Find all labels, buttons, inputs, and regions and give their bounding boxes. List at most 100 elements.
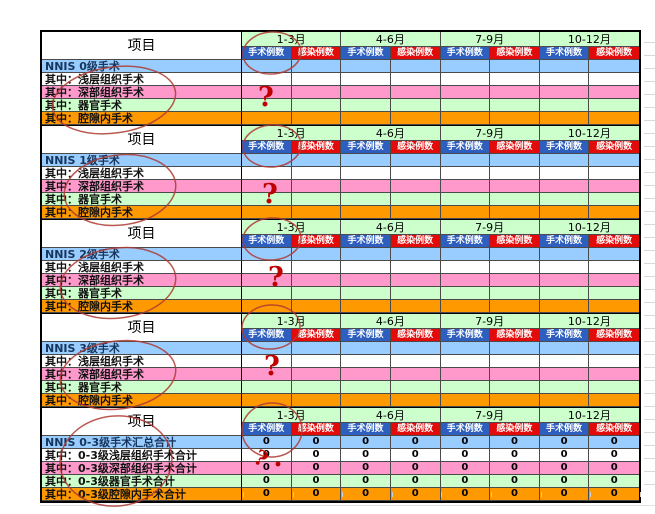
data-cell[interactable]: [291, 355, 342, 368]
data-cell[interactable]: [341, 167, 391, 180]
quarter-header-3[interactable]: 7-9月: [440, 408, 540, 423]
data-cell[interactable]: 0: [440, 449, 491, 462]
data-cell[interactable]: [341, 60, 391, 73]
data-cell[interactable]: [539, 86, 590, 99]
data-cell[interactable]: [589, 261, 639, 274]
data-cell[interactable]: [490, 86, 540, 99]
quarter-header-4[interactable]: 10-12月: [539, 408, 639, 423]
data-cell[interactable]: [490, 206, 540, 219]
data-cell[interactable]: [242, 368, 292, 381]
data-cell[interactable]: [440, 381, 491, 394]
row-label-subcategory[interactable]: 其中：0-3级深部组织手术合计: [42, 462, 242, 475]
project-header-cell[interactable]: 项目: [42, 314, 242, 342]
data-cell[interactable]: [589, 86, 639, 99]
data-cell[interactable]: [589, 99, 639, 112]
data-cell[interactable]: [291, 167, 342, 180]
data-cell[interactable]: [440, 274, 491, 287]
data-cell[interactable]: [440, 86, 491, 99]
infection-count-header[interactable]: 感染例数: [490, 329, 540, 342]
data-cell[interactable]: [589, 206, 639, 219]
data-cell[interactable]: [390, 248, 441, 261]
row-label-title[interactable]: NNIS 2级手术: [42, 248, 242, 261]
row-label-subcategory[interactable]: 其中：腔隙内手术: [42, 112, 242, 125]
data-cell[interactable]: [242, 154, 292, 167]
surgery-count-header[interactable]: 手术例数: [242, 329, 292, 342]
data-cell[interactable]: 0: [291, 475, 342, 488]
surgery-count-header[interactable]: 手术例数: [440, 329, 491, 342]
quarter-header-2[interactable]: 4-6月: [341, 314, 441, 329]
data-cell[interactable]: [440, 206, 491, 219]
row-label-title[interactable]: NNIS 3级手术: [42, 342, 242, 355]
row-label-subcategory[interactable]: 其中：浅层组织手术: [42, 167, 242, 180]
data-cell[interactable]: [390, 206, 441, 219]
row-label-subcategory[interactable]: 其中：器官手术: [42, 287, 242, 300]
surgery-count-header[interactable]: 手术例数: [440, 141, 491, 154]
surgery-count-header[interactable]: 手术例数: [539, 329, 590, 342]
row-label-subcategory[interactable]: 其中：浅层组织手术: [42, 73, 242, 86]
data-cell[interactable]: [291, 112, 342, 125]
data-cell[interactable]: [440, 248, 491, 261]
data-cell[interactable]: [539, 180, 590, 193]
data-cell[interactable]: 0: [490, 436, 540, 449]
data-cell[interactable]: [490, 394, 540, 407]
data-cell[interactable]: [341, 287, 391, 300]
surgery-count-header[interactable]: 手术例数: [539, 235, 590, 248]
quarter-header-4[interactable]: 10-12月: [539, 32, 639, 47]
infection-count-header[interactable]: 感染例数: [291, 235, 342, 248]
data-cell[interactable]: [539, 261, 590, 274]
data-cell[interactable]: [539, 300, 590, 313]
data-cell[interactable]: [291, 368, 342, 381]
row-label-subcategory[interactable]: 其中：器官手术: [42, 99, 242, 112]
data-cell[interactable]: [539, 154, 590, 167]
data-cell[interactable]: 0: [242, 475, 292, 488]
data-cell[interactable]: [390, 154, 441, 167]
data-cell[interactable]: 0: [242, 462, 292, 475]
data-cell[interactable]: 0: [341, 488, 391, 501]
data-cell[interactable]: [490, 193, 540, 206]
infection-count-header[interactable]: 感染例数: [490, 47, 540, 60]
data-cell[interactable]: 0: [291, 436, 342, 449]
data-cell[interactable]: [440, 261, 491, 274]
data-cell[interactable]: 0: [341, 475, 391, 488]
data-cell[interactable]: 0: [390, 475, 441, 488]
data-cell[interactable]: 0: [539, 462, 590, 475]
data-cell[interactable]: [490, 112, 540, 125]
data-cell[interactable]: 0: [390, 462, 441, 475]
surgery-count-header[interactable]: 手术例数: [242, 47, 292, 60]
project-header-cell[interactable]: 项目: [42, 408, 242, 436]
data-cell[interactable]: [440, 394, 491, 407]
data-cell[interactable]: 0: [291, 462, 342, 475]
data-cell[interactable]: [390, 167, 441, 180]
data-cell[interactable]: [440, 112, 491, 125]
data-cell[interactable]: [291, 381, 342, 394]
data-cell[interactable]: 0: [589, 436, 639, 449]
quarter-header-2[interactable]: 4-6月: [341, 220, 441, 235]
data-cell[interactable]: 0: [589, 449, 639, 462]
data-cell[interactable]: [539, 73, 590, 86]
data-cell[interactable]: [589, 368, 639, 381]
data-cell[interactable]: [341, 86, 391, 99]
infection-count-header[interactable]: 感染例数: [490, 235, 540, 248]
data-cell[interactable]: 0: [589, 488, 639, 501]
quarter-header-3[interactable]: 7-9月: [440, 126, 540, 141]
project-header-cell[interactable]: 项目: [42, 220, 242, 248]
data-cell[interactable]: [440, 193, 491, 206]
data-cell[interactable]: [539, 394, 590, 407]
quarter-header-4[interactable]: 10-12月: [539, 314, 639, 329]
data-cell[interactable]: [390, 261, 441, 274]
infection-count-header[interactable]: 感染例数: [390, 141, 441, 154]
row-label-subcategory[interactable]: 其中：深部组织手术: [42, 86, 242, 99]
data-cell[interactable]: [440, 180, 491, 193]
row-label-title[interactable]: NNIS 0级手术: [42, 60, 242, 73]
infection-count-header[interactable]: 感染例数: [291, 423, 342, 436]
data-cell[interactable]: [539, 368, 590, 381]
data-cell[interactable]: [539, 287, 590, 300]
data-cell[interactable]: [341, 248, 391, 261]
data-cell[interactable]: [390, 368, 441, 381]
infection-count-header[interactable]: 感染例数: [589, 423, 639, 436]
data-cell[interactable]: [341, 206, 391, 219]
data-cell[interactable]: [291, 60, 342, 73]
data-cell[interactable]: 0: [539, 449, 590, 462]
data-cell[interactable]: [390, 274, 441, 287]
data-cell[interactable]: [440, 368, 491, 381]
